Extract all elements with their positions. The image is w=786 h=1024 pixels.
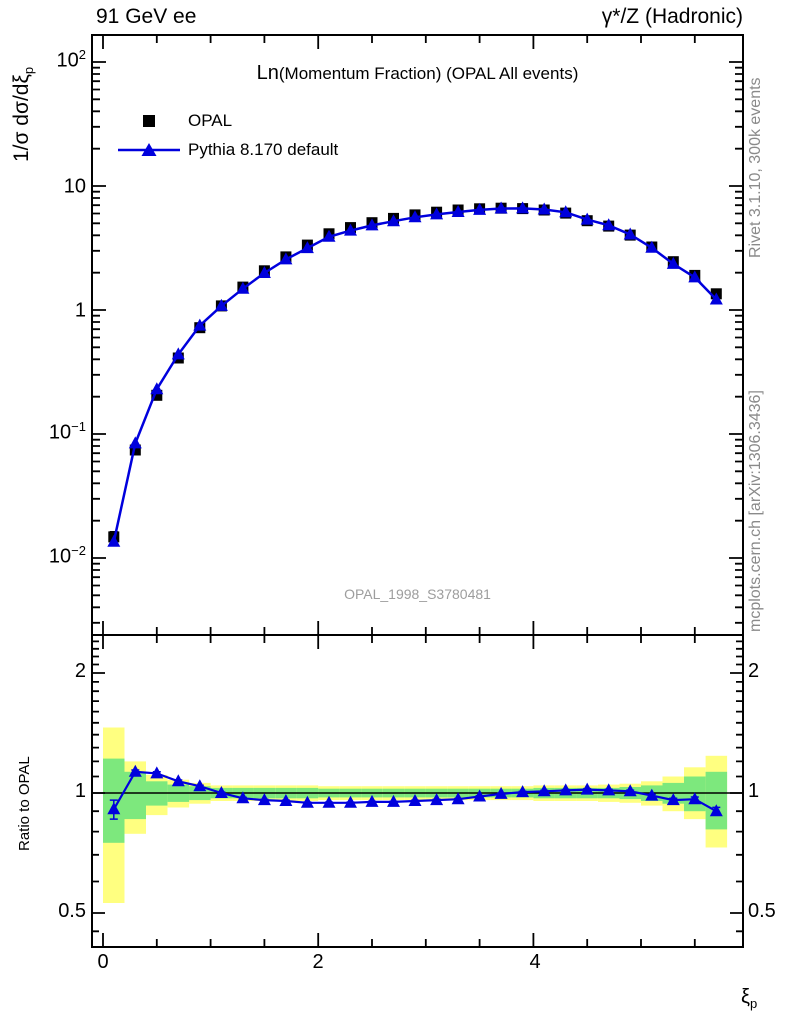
y-tick-1e2: 102 [56, 47, 86, 72]
ratio-tick-left-2: 2 [74, 660, 86, 682]
y-tick-1e-1: 10−1 [48, 419, 86, 444]
legend-label-pythia: Pythia 8.170 default [188, 139, 339, 159]
ratio-frame [91, 634, 744, 948]
axis-ticks [92, 35, 743, 947]
mcplots-arxiv-label: mcplots.cern.ch [arXiv:1306.3436] [747, 390, 764, 632]
y-tick-10: 10 [63, 175, 86, 198]
legend-label-opal: OPAL [188, 110, 233, 130]
pythia-line-triangle-icon [118, 142, 180, 158]
x-tick-0: 0 [97, 951, 109, 973]
plot-title: Ln(Momentum Fraction) (OPAL All events) [92, 62, 743, 85]
ratio-tick-right-05: 0.5 [748, 900, 776, 922]
y-tick-1e-2: 10−2 [48, 543, 86, 568]
legend-item-opal: OPAL [118, 106, 338, 135]
ratio-band-yellow [103, 727, 728, 903]
y-tick-1: 1 [74, 299, 86, 322]
y-axis-title: 1/σ dσ/dξp [10, 67, 36, 162]
x-tick-2: 2 [312, 951, 324, 973]
opal-square-icon [118, 113, 180, 129]
ratio-tick-right-1: 1 [748, 780, 760, 802]
plot-title-rest: (Momentum Fraction) (OPAL All events) [278, 64, 579, 83]
process-label: γ*/Z (Hadronic) [601, 5, 743, 28]
ratio-tick-right-2: 2 [748, 660, 760, 682]
x-axis-title-sub: p [749, 996, 758, 1011]
beam-energy-label: 91 GeV ee [96, 5, 197, 28]
ratio-tick-left-05: 0.5 [58, 900, 86, 922]
x-axis-title: ξp [741, 986, 757, 1011]
opal-markers [108, 202, 722, 543]
ratio-markers [107, 764, 723, 817]
ratio-tick-left-1: 1 [74, 780, 86, 802]
pythia-line [112, 207, 718, 543]
ratio-axis-title: Ratio to OPAL [16, 756, 33, 851]
x-tick-4: 4 [529, 951, 541, 973]
watermark: OPAL_1998_S3780481 [344, 586, 491, 602]
x-axis-title-text: ξ [741, 986, 750, 1008]
y-axis-title-text: 1/σ dσ/dξ [10, 74, 33, 162]
legend: OPAL Pythia 8.170 default [118, 106, 338, 164]
legend-item-pythia: Pythia 8.170 default [118, 135, 338, 164]
pythia-markers [107, 201, 723, 547]
plot-title-prefix: Ln [256, 62, 279, 84]
opal-error-bars [109, 207, 721, 544]
rivet-version-label: Rivet 3.1.10, 300k events [747, 77, 764, 258]
